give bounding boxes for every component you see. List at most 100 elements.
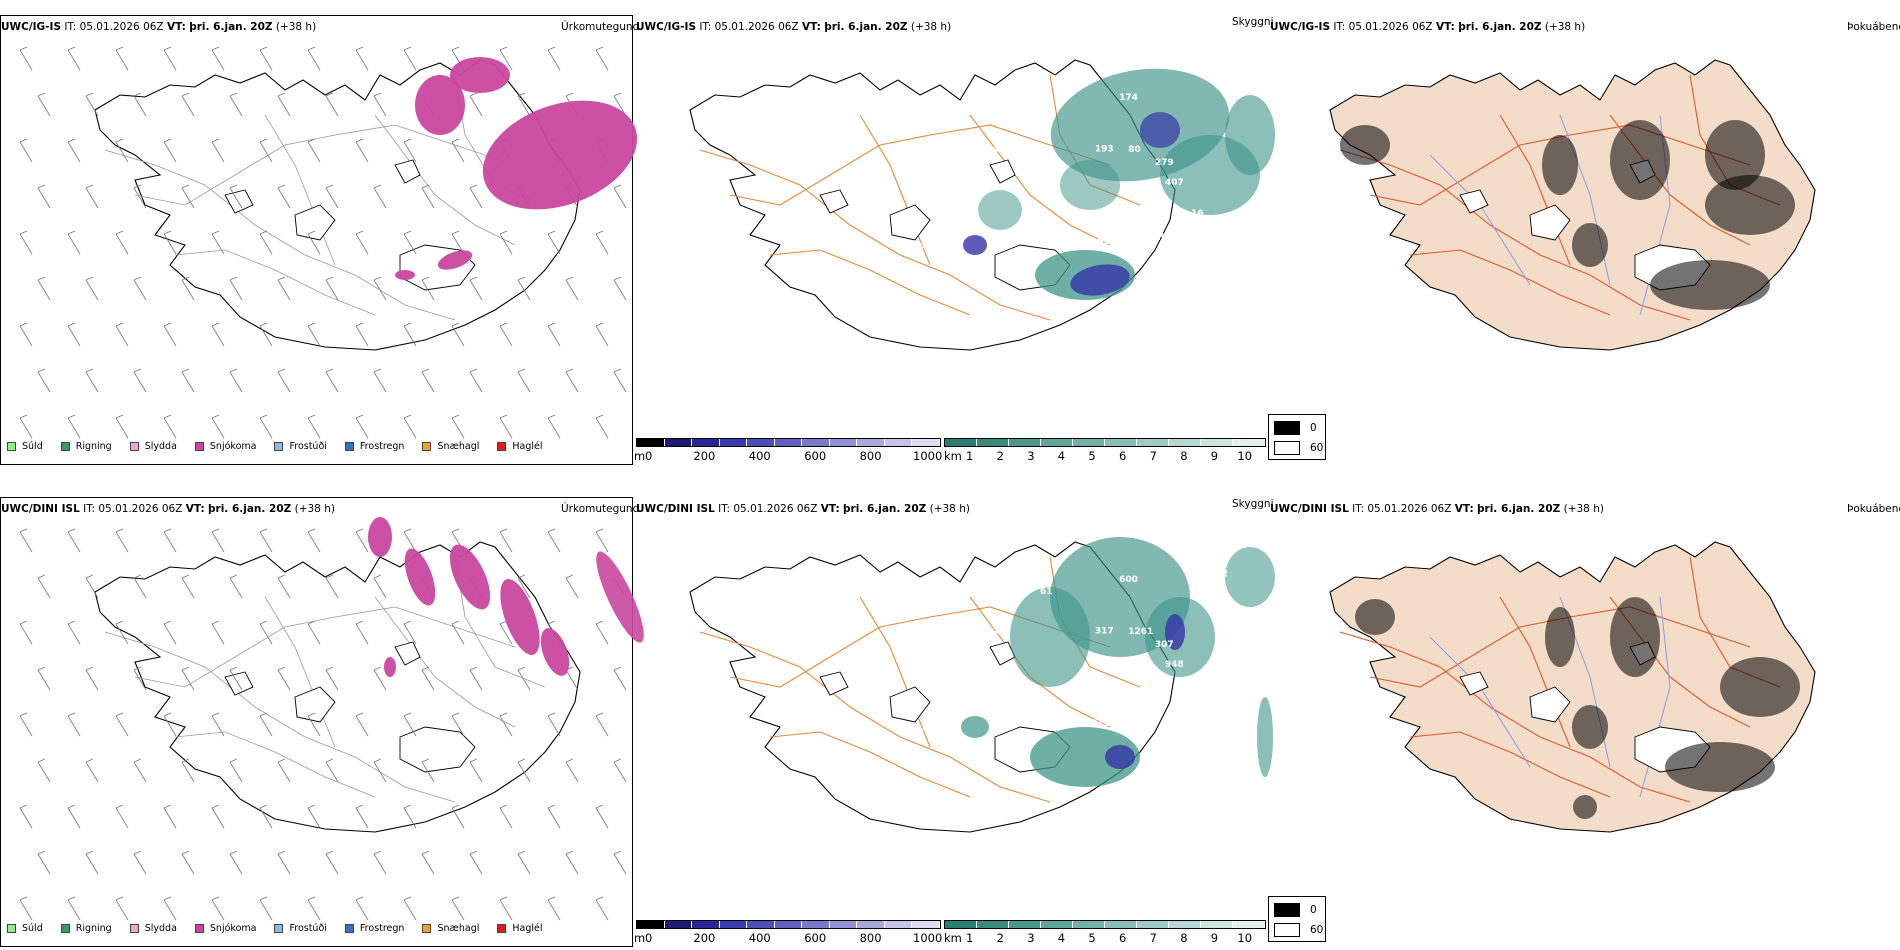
color-step [1105, 921, 1137, 928]
color-step [912, 439, 941, 446]
color-step [884, 439, 913, 446]
panel-title-visibility: Skyggni [1232, 16, 1274, 28]
precip-frame [0, 15, 633, 465]
it-label: IT: [83, 503, 96, 515]
cloudbase-tick: 0 [645, 449, 653, 463]
color-step [1137, 439, 1169, 446]
header-row1-panel1: UWC/IG-IS IT: 05.01.2026 06Z VT: þri. 6.… [1, 21, 316, 33]
fog-label: 0 [1310, 422, 1317, 434]
color-step [802, 921, 830, 928]
visibility-unit: km [944, 449, 962, 463]
precip-legend-item: Frostúði [274, 441, 327, 452]
color-step [1169, 439, 1201, 446]
fog-swatch [1274, 441, 1300, 455]
precip-legend-item: Frostregn [344, 923, 405, 934]
it-label: IT: [1352, 503, 1365, 515]
vt-label: VT: [820, 503, 840, 515]
lead-time: (+38 h) [910, 21, 952, 33]
visibility-tick: 2 [996, 931, 1004, 945]
legend-swatch [129, 924, 139, 933]
it-value: 05.01.2026 06Z [733, 503, 818, 515]
visibility-tick: 1 [966, 449, 974, 463]
panel-title-precip: Úrkomutegund [561, 503, 640, 515]
legend-label: Rigning [75, 923, 112, 934]
lead-time: (+38 h) [1563, 503, 1604, 515]
legend-label: Snæhagl [437, 923, 480, 934]
cloudbase-labels: 948 793 600 169 154 307 713 61 205 131 1261 94 122 16… [899, 569, 1297, 791]
it-value: 05.01.2026 06Z [714, 21, 799, 33]
cloudbase-labels: 407 687 174 188 330 279 965 96 82 93 80 119 145 155 11… [899, 93, 1293, 309]
legend-label: Frostregn [359, 923, 405, 934]
visibility-tick: 3 [1027, 931, 1035, 945]
visibility-tick: 5 [1088, 449, 1096, 463]
vt-value: þri. 6.jan. 20Z [843, 503, 927, 515]
color-step [857, 921, 885, 928]
it-value: 05.01.2026 06Z [1348, 21, 1433, 33]
fog-label: 0 [1310, 904, 1317, 916]
color-step [1009, 921, 1041, 928]
cloudbase-bar [636, 920, 941, 929]
model-name: UWC/IG-IS [1, 21, 62, 33]
precip-map [94, 541, 581, 833]
visibility-tick: 8 [1180, 931, 1188, 945]
it-value: 05.01.2026 06Z [98, 503, 183, 515]
legend-swatch [60, 442, 70, 451]
color-step [637, 439, 665, 446]
precip-frame [0, 497, 633, 947]
cloudbase-label: 330 [899, 160, 918, 170]
cloudbase-unit: m [634, 449, 646, 463]
cloudbase-label: 169 [1220, 746, 1239, 756]
it-label: IT: [718, 503, 731, 515]
lead-time: (+38 h) [294, 503, 335, 515]
visibility-tick: 3 [1027, 449, 1035, 463]
fog-legend-row: 0 [1274, 421, 1317, 435]
precip-legend-item: Súld [7, 441, 43, 452]
visibility-tick: 4 [1057, 931, 1066, 945]
cloudbase-tick: 400 [748, 449, 771, 463]
color-step [912, 921, 941, 928]
fog-swatch [1274, 923, 1300, 937]
header-row2-panel3: UWC/DINI ISL IT: 05.01.2026 06Z VT: þri.… [1270, 503, 1604, 515]
color-step [945, 921, 977, 928]
vt-label: VT: [1435, 21, 1455, 33]
precip-legend-item: Frostregn [344, 441, 404, 452]
panel-title-fog: Þokuábendi [1847, 503, 1900, 515]
color-step [1201, 921, 1233, 928]
cloudbase-label: 119 [1148, 233, 1167, 243]
visibility-tick: 5 [1088, 931, 1096, 945]
it-value: 05.01.2026 06Z [79, 21, 164, 33]
snow-areas [395, 57, 638, 280]
visibility-areas [963, 68, 1275, 300]
it-label: IT: [64, 21, 77, 33]
legend-label: Frostúði [289, 441, 327, 452]
cloudbase-label: 16 [1191, 209, 1204, 219]
precip-legend-item: Frostúði [274, 923, 327, 934]
color-step [774, 439, 803, 446]
panel-title-fog: Þokuábendi [1847, 21, 1900, 33]
legend-label: Frostúði [289, 923, 327, 934]
cloudbase-tick: 400 [748, 931, 771, 945]
color-step [1041, 921, 1073, 928]
legend-label: Haglél [512, 923, 543, 934]
visibility-tick: 9 [1210, 449, 1219, 463]
fog-legend: 0 60 [1268, 414, 1326, 460]
fog-legend-row: 60 [1274, 923, 1323, 937]
cloudbase-label: 600 [1119, 575, 1138, 585]
color-step [664, 439, 693, 446]
legend-label: Súld [22, 923, 43, 934]
legend-label: Súld [22, 441, 43, 452]
cloudbase-label: 82 [1277, 208, 1290, 218]
visibility-tick: 10 [1237, 931, 1253, 945]
legend-label: Snæhagl [437, 441, 480, 452]
snow-areas [368, 517, 644, 677]
wind-barbs [19, 528, 627, 921]
precip-legend-item: Slydda [129, 441, 177, 452]
precip-legend: Súld Rigning Slydda Snjókoma Frostúði Frostre… [7, 441, 561, 452]
legend-swatch [274, 442, 284, 451]
legend-label: Snjókoma [209, 923, 257, 934]
precip-panel-row1 [0, 15, 634, 465]
cloudbase-tick: 800 [859, 931, 882, 945]
it-label: IT: [1333, 21, 1346, 33]
cloudbase-label: 322 [1209, 569, 1228, 579]
